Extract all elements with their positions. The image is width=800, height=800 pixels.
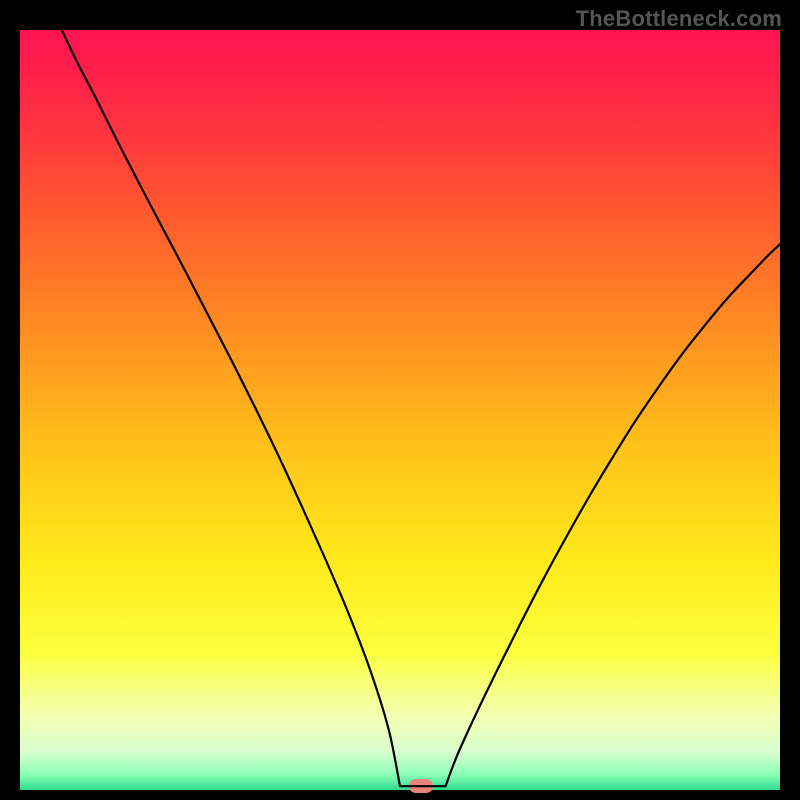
watermark-label: TheBottleneck.com xyxy=(576,6,782,32)
chart-container: TheBottleneck.com xyxy=(0,0,800,800)
bottleneck-curve xyxy=(20,30,780,790)
plot-area xyxy=(20,30,780,790)
